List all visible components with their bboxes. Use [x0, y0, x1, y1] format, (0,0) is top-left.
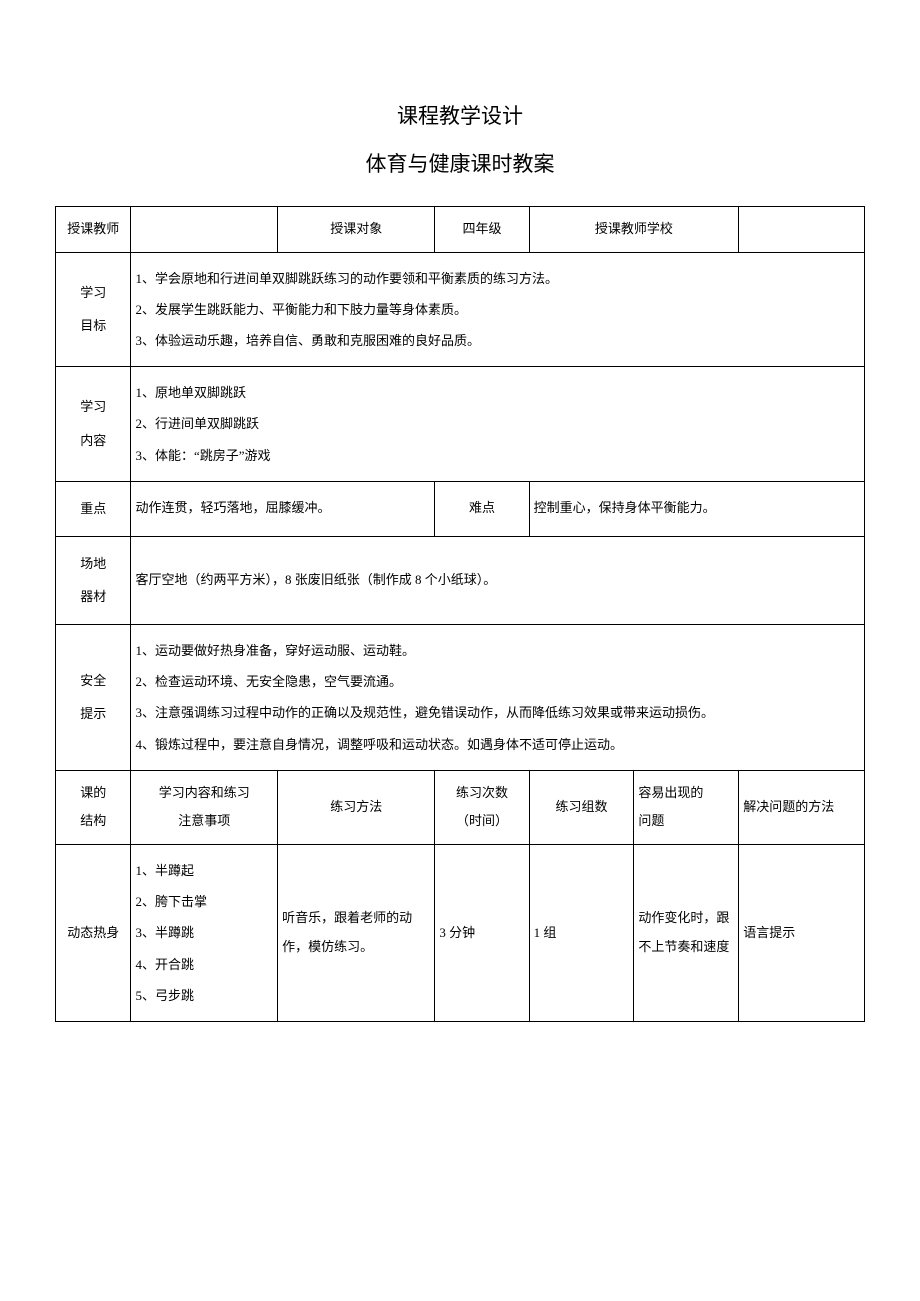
content-row: 学习内容 1、原地单双脚跳跃2、行进间单双脚跳跃3、体能：“跳房子”游戏 — [56, 367, 865, 482]
col-groups: 练习组数 — [529, 770, 634, 844]
keypoint-row: 重点 动作连贯，轻巧落地，屈膝缓冲。 难点 控制重心，保持身体平衡能力。 — [56, 481, 865, 536]
col-structure: 课的结构 — [56, 770, 131, 844]
row0-count: 3 分钟 — [435, 845, 529, 1022]
teacher-label: 授课教师 — [56, 207, 131, 253]
row0-groups: 1 组 — [529, 845, 634, 1022]
content-text: 1、原地单双脚跳跃2、行进间单双脚跳跃3、体能：“跳房子”游戏 — [131, 367, 865, 482]
objectives-row: 学习目标 1、学会原地和行进间单双脚跳跃练习的动作要领和平衡素质的练习方法。2、… — [56, 252, 865, 367]
row0-solution: 语言提示 — [739, 845, 865, 1022]
header-info-row: 授课教师 授课对象 四年级 授课教师学校 — [56, 207, 865, 253]
venue-label: 场地器材 — [56, 536, 131, 625]
objectives-text: 1、学会原地和行进间单双脚跳跃练习的动作要领和平衡素质的练习方法。2、发展学生跳… — [131, 252, 865, 367]
row0-structure: 动态热身 — [56, 845, 131, 1022]
row0-issues: 动作变化时，跟不上节奏和速度 — [634, 845, 739, 1022]
keypoint-text: 动作连贯，轻巧落地，屈膝缓冲。 — [131, 481, 435, 536]
difficulty-label: 难点 — [435, 481, 529, 536]
audience-value: 四年级 — [435, 207, 529, 253]
row0-contentnotes: 1、半蹲起2、胯下击掌3、半蹲跳4、开合跳5、弓步跳 — [131, 845, 278, 1022]
col-count: 练习次数（时间） — [435, 770, 529, 844]
row0-method: 听音乐，跟着老师的动作，模仿练习。 — [278, 845, 435, 1022]
school-label: 授课教师学校 — [529, 207, 739, 253]
title-sub: 体育与健康课时教案 — [55, 148, 865, 178]
safety-row: 安全提示 1、运动要做好热身准备，穿好运动服、运动鞋。2、检查运动环境、无安全隐… — [56, 625, 865, 771]
difficulty-text: 控制重心，保持身体平衡能力。 — [529, 481, 864, 536]
keypoint-label: 重点 — [56, 481, 131, 536]
title-main: 课程教学设计 — [55, 100, 865, 130]
audience-label: 授课对象 — [278, 207, 435, 253]
col-issues: 容易出现的问题 — [634, 770, 739, 844]
page-container: 课程教学设计 体育与健康课时教案 授课教师 授课对象 四年级 授课教师学校 学习… — [0, 0, 920, 1082]
structure-header-row: 课的结构 学习内容和练习注意事项 练习方法 练习次数（时间） 练习组数 容易出现… — [56, 770, 865, 844]
content-label: 学习内容 — [56, 367, 131, 482]
col-method: 练习方法 — [278, 770, 435, 844]
safety-text: 1、运动要做好热身准备，穿好运动服、运动鞋。2、检查运动环境、无安全隐患，空气要… — [131, 625, 865, 771]
data-row-0: 动态热身 1、半蹲起2、胯下击掌3、半蹲跳4、开合跳5、弓步跳 听音乐，跟着老师… — [56, 845, 865, 1022]
venue-text: 客厅空地（约两平方米），8 张废旧纸张（制作成 8 个小纸球）。 — [131, 536, 865, 625]
school-value — [739, 207, 865, 253]
venue-row: 场地器材 客厅空地（约两平方米），8 张废旧纸张（制作成 8 个小纸球）。 — [56, 536, 865, 625]
lesson-plan-table: 授课教师 授课对象 四年级 授课教师学校 学习目标 1、学会原地和行进间单双脚跳… — [55, 206, 865, 1022]
col-solution: 解决问题的方法 — [739, 770, 865, 844]
safety-label: 安全提示 — [56, 625, 131, 771]
objectives-label: 学习目标 — [56, 252, 131, 367]
col-contentnotes: 学习内容和练习注意事项 — [131, 770, 278, 844]
teacher-value — [131, 207, 278, 253]
